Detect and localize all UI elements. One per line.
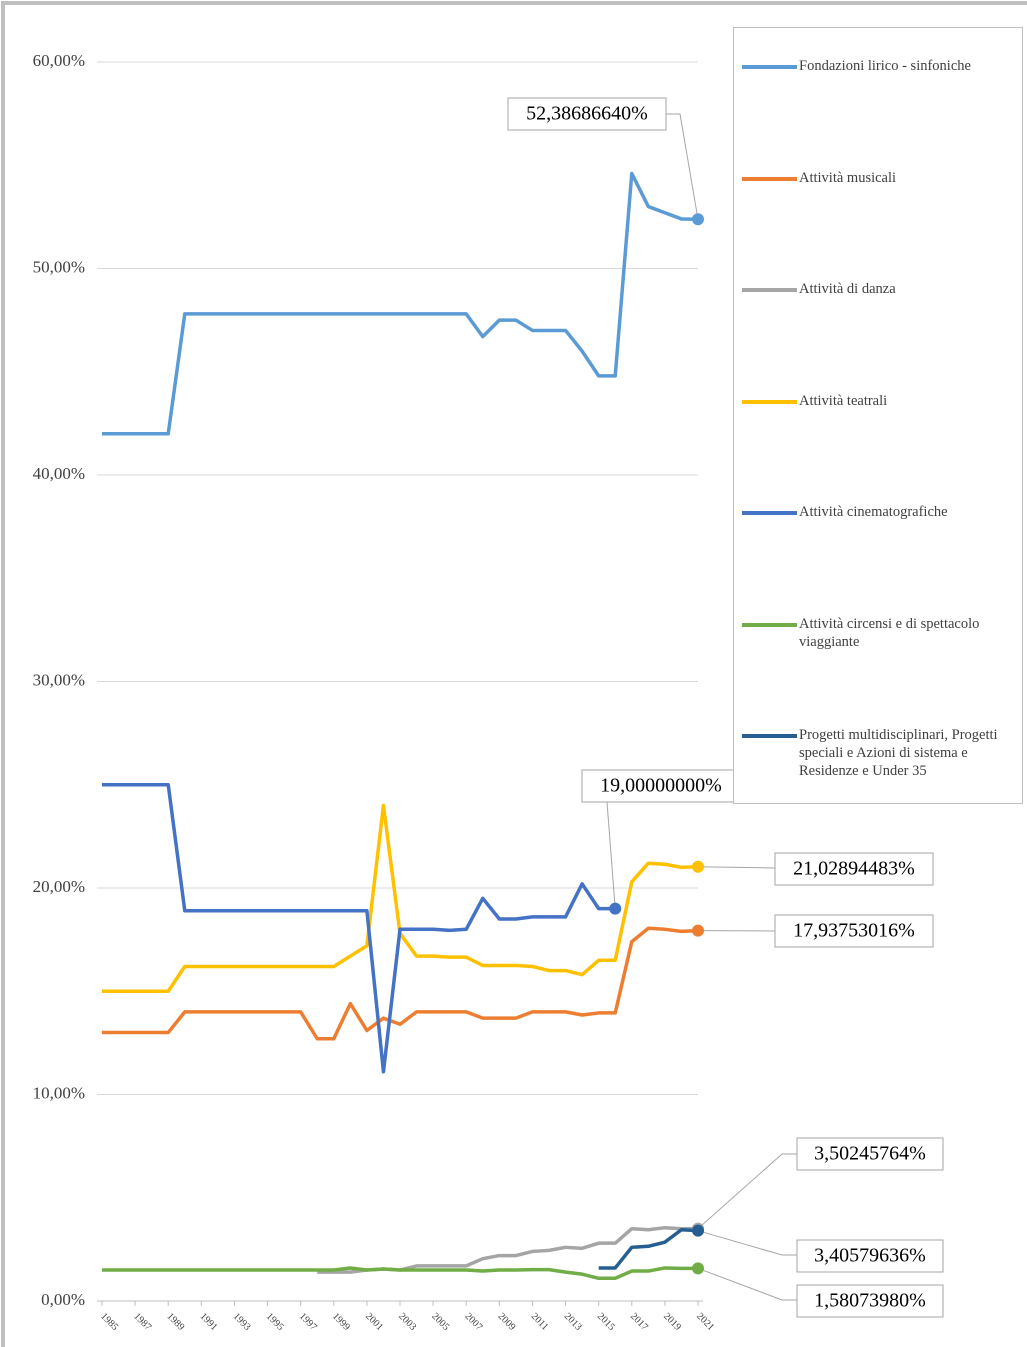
legend-entry: Attività circensi e di spettacolo viaggi… [742, 615, 1022, 651]
y-tick-label: 30,00% [33, 670, 85, 689]
x-tick-label: 2021 [694, 1311, 716, 1333]
leader-line [697, 1267, 797, 1301]
x-tick-label: 1991 [198, 1311, 220, 1333]
x-tick-label: 1999 [330, 1311, 352, 1333]
leader-line [697, 866, 776, 869]
legend-entry: Attività cinematografiche [742, 503, 1022, 521]
data-label: 17,93753016% [793, 920, 915, 942]
point-marker [692, 213, 704, 226]
x-tick-label: 1993 [231, 1311, 253, 1333]
data-label-box [796, 1284, 944, 1318]
x-tick-label: 1985 [98, 1311, 120, 1333]
point-marker [692, 1262, 704, 1275]
legend-swatch [742, 399, 797, 404]
data-label: 19,00000000% [600, 775, 722, 797]
point-marker [692, 924, 704, 937]
data-label-box [774, 852, 934, 886]
leader-line [697, 1153, 797, 1230]
legend-swatch [742, 65, 797, 69]
legend-label: Attività di danza [799, 281, 896, 297]
x-tick-label: 1995 [264, 1311, 286, 1333]
legend-swatch [742, 176, 797, 181]
y-tick-label: 50,00% [33, 257, 85, 276]
leader-line [697, 1230, 797, 1256]
legend-entry: Attività di danza [742, 280, 1022, 298]
y-tick-label: 60,00% [33, 51, 85, 70]
series-line [102, 926, 699, 1041]
series-line [102, 171, 699, 436]
data-label-box [796, 1239, 944, 1273]
x-tick-label: 2019 [661, 1311, 683, 1333]
leader-line [606, 801, 616, 909]
x-tick-label: 2009 [496, 1311, 518, 1333]
data-label-box [796, 1137, 944, 1171]
data-label: 3,40579636% [814, 1245, 926, 1267]
x-tick-label: 1989 [164, 1311, 186, 1333]
x-tick-label: 2013 [562, 1311, 584, 1333]
series-line [102, 783, 616, 1074]
data-label: 21,02894483% [793, 858, 915, 880]
x-tick-label: 2015 [595, 1311, 617, 1333]
legend-label: Attività cinematografiche [799, 504, 948, 520]
legend: Fondazioni lirico - sinfoniche Attività m… [733, 27, 1023, 804]
leader-line [666, 113, 699, 220]
legend-entry: Fondazioni lirico - sinfoniche [742, 57, 1022, 75]
legend-entry: Progetti multidisciplinari, Progetti spe… [742, 726, 1022, 780]
legend-label: Attività teatrali [799, 392, 888, 409]
point-marker [692, 860, 704, 873]
x-tick-label: 2003 [396, 1311, 418, 1333]
legend-label: Attività circensi e di spettacolo viaggi… [799, 615, 980, 650]
point-marker [609, 902, 622, 915]
series-line [102, 1266, 699, 1281]
data-label-box [774, 914, 934, 948]
x-tick-label: 2001 [363, 1311, 385, 1333]
series-line [102, 803, 699, 993]
data-label: 3,50245764% [814, 1143, 926, 1165]
x-tick-label: 2017 [628, 1311, 650, 1333]
x-tick-label: 2005 [429, 1311, 451, 1333]
data-label-box [507, 97, 667, 131]
legend-swatch [742, 511, 797, 515]
legend-label: Attività musicali [799, 169, 897, 186]
x-tick-label: 2007 [462, 1311, 484, 1333]
legend-label: Fondazioni lirico - sinfoniche [799, 58, 971, 74]
legend-swatch [742, 734, 797, 738]
legend-swatch [742, 622, 797, 627]
point-marker [692, 1224, 704, 1237]
series-line [317, 1225, 699, 1274]
y-tick-label: 40,00% [33, 464, 85, 483]
x-tick-label: 2011 [529, 1311, 551, 1333]
x-tick-label: 1997 [297, 1311, 319, 1333]
data-label: 1,58073980% [814, 1290, 926, 1312]
y-tick-label: 0,00% [41, 1290, 85, 1309]
x-tick-label: 1987 [131, 1311, 153, 1333]
data-label-box [581, 769, 741, 803]
data-label: 52,38686640% [526, 103, 648, 125]
legend-swatch [742, 288, 797, 292]
y-tick-label: 20,00% [33, 877, 85, 896]
legend-entry: Attività teatrali [742, 392, 1022, 410]
legend-label: Progetti multidisciplinari, Progetti spe… [799, 727, 998, 779]
series-line [598, 1228, 699, 1270]
legend-entry: Attività musicali [742, 169, 1022, 187]
y-tick-label: 10,00% [33, 1083, 85, 1102]
